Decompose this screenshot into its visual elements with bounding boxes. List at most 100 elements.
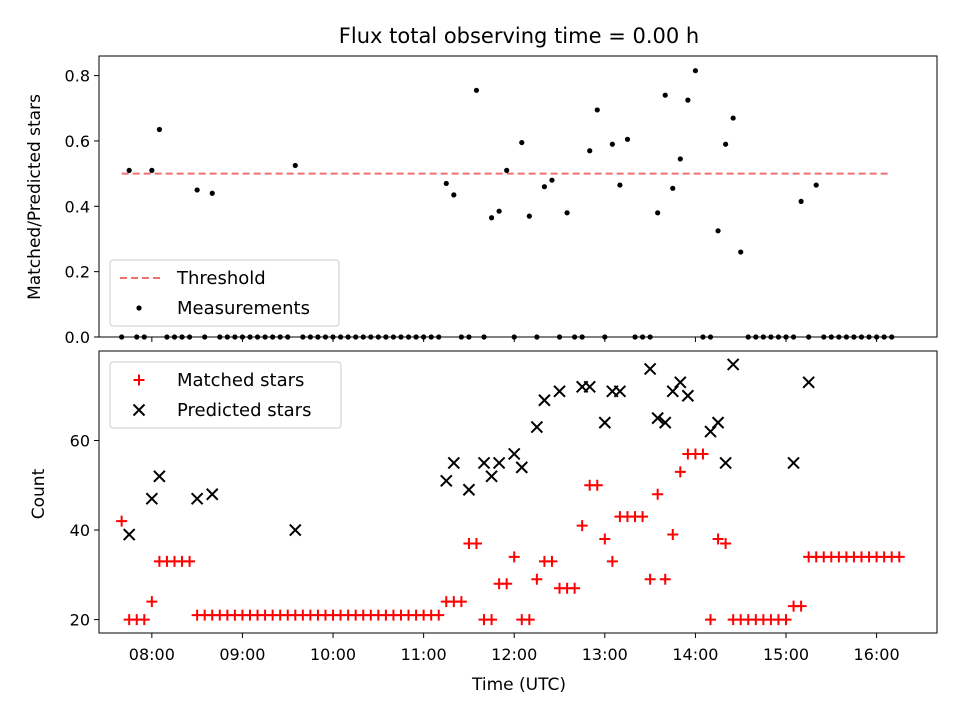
top-legend-box [109, 259, 340, 327]
bottom-y-tick-label: 40 [70, 521, 90, 540]
top-y-tick-label: 0.4 [65, 197, 90, 216]
top-panel: Matched/Predicted stars 0.0 0.2 0.4 0.6 0.8 T… [25, 55, 938, 347]
matched-star-point [576, 520, 588, 532]
predicted-star-point [122, 528, 136, 541]
matched-star-point [644, 573, 656, 585]
matched-star-point [652, 488, 664, 500]
top-y-tick-label: 0.8 [65, 67, 90, 86]
legend-label: Measurements [177, 298, 310, 319]
predicted-star-point [681, 389, 695, 402]
top-y-tick-label: 0.2 [65, 263, 90, 282]
predicted-star-point [190, 492, 204, 505]
legend-label: Matched stars [177, 370, 304, 391]
bottom-axes-frame [98, 350, 938, 634]
predicted-star-point [787, 456, 800, 470]
measurement-point [662, 92, 668, 98]
matched-star-point [470, 537, 482, 549]
matched-star-point [523, 614, 535, 626]
measurement-point [730, 115, 736, 121]
measurement-point [594, 107, 600, 113]
x-tick-label: 14:00 [672, 645, 718, 664]
matched-star-point [455, 596, 467, 608]
matched-star-point [720, 537, 732, 549]
measurement-point [617, 182, 623, 188]
measurement-point [624, 136, 631, 142]
measurement-point [723, 141, 729, 147]
top-legend: Threshold Measurements [109, 259, 340, 327]
predicted-star-point [485, 470, 498, 483]
measurement-point [564, 210, 570, 216]
predicted-star-point [508, 447, 521, 461]
bottom-y-axis-label: Count [29, 468, 49, 519]
bottom-y-tick-label: 60 [70, 432, 90, 451]
predicted-star-point [145, 492, 159, 505]
measurement-point [685, 97, 691, 103]
top-axes-frame [98, 55, 938, 338]
predicted-star-point [515, 461, 528, 474]
matched-star-point [146, 596, 158, 608]
measurement-point [194, 187, 200, 193]
matched-star-point [591, 479, 603, 491]
predicted-star-point [553, 385, 566, 398]
measurement-point [443, 180, 449, 187]
matched-star-point [795, 600, 807, 612]
matched-star-point [697, 448, 709, 460]
predicted-star-point [440, 474, 453, 488]
measurement-point [541, 184, 548, 190]
matched-star-point [667, 529, 679, 541]
matched-star-point [599, 533, 611, 545]
predicted-star-point [651, 411, 664, 425]
matched-star-point [780, 614, 792, 626]
predicted-star-point [674, 376, 687, 389]
legend-label: Threshold [176, 268, 266, 289]
predicted-star-point [598, 416, 612, 429]
matched-star-point [712, 533, 724, 545]
matched-star-point [433, 609, 445, 621]
measurement-point [519, 139, 525, 146]
predicted-star-point [719, 456, 732, 470]
matched-star-point [116, 515, 128, 527]
measurement-point [473, 87, 480, 93]
matched-star-point [184, 555, 196, 567]
legend-label: Predicted stars [177, 400, 311, 421]
predicted-star-point [206, 488, 219, 501]
measurement-point [798, 198, 804, 205]
bottom-series-0 [116, 448, 905, 626]
predicted-star-point [613, 385, 627, 398]
predicted-star-point [711, 416, 725, 429]
bottom-legend: Matched stars Predicted stars [109, 361, 342, 429]
predicted-star-point [726, 358, 740, 371]
bottom-legend-box [109, 361, 342, 429]
measurement-point [609, 141, 615, 147]
legend-measurement-swatch [136, 305, 142, 311]
bottom-y-tick-label: 20 [70, 611, 90, 630]
matched-star-point [138, 614, 150, 626]
top-y-axis-label: Matched/Predicted stars [25, 94, 45, 300]
matched-star-point [893, 551, 905, 563]
chart-title: Flux total observing time = 0.00 h [339, 24, 699, 48]
matched-star-point [659, 573, 671, 585]
measurement-point [488, 215, 495, 221]
bottom-series-1 [122, 358, 815, 541]
predicted-star-point [492, 456, 506, 470]
x-tick-label: 11:00 [401, 645, 447, 664]
measurement-point [655, 210, 661, 216]
x-tick-label: 09:00 [219, 645, 265, 664]
measurement-point [813, 182, 819, 188]
matched-star-point [531, 573, 543, 585]
legend-matched-swatch [133, 374, 145, 386]
measurement-point [156, 126, 162, 133]
x-tick-label: 08:00 [129, 645, 175, 664]
bottom-panel: Count Time (UTC) 20 40 60 08:00 09:00 10:00 11… [29, 350, 938, 695]
measurement-point [149, 167, 155, 173]
predicted-star-point [583, 380, 596, 394]
matched-star-point [705, 614, 717, 626]
predicted-star-point [462, 483, 476, 496]
matched-star-point [546, 555, 558, 567]
matched-star-point [674, 466, 686, 478]
x-tick-label: 16:00 [854, 645, 900, 664]
x-tick-label: 12:00 [491, 645, 537, 664]
predicted-star-point [153, 470, 166, 483]
